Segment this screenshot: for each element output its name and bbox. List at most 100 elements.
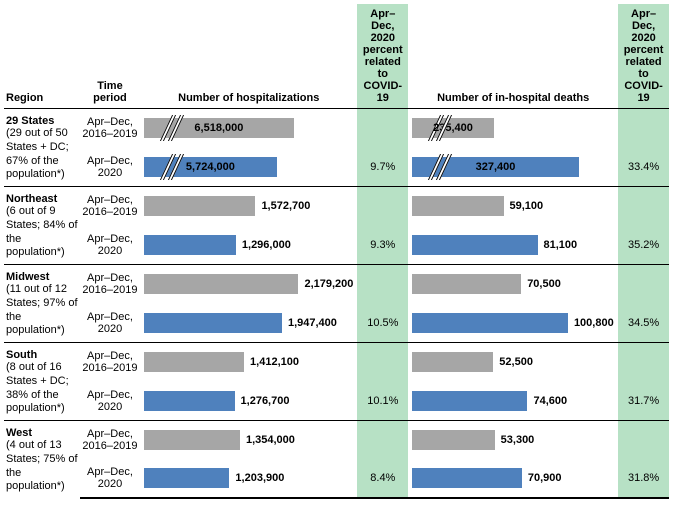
hosp-pct <box>357 187 408 226</box>
hosp-bar: 5,724,000 <box>144 157 277 177</box>
time-period: Apr–Dec,2020 <box>80 226 140 265</box>
death-pct <box>618 187 669 226</box>
hosp-label: 5,724,000 <box>186 161 235 173</box>
hosp-pct <box>357 109 408 148</box>
death-pct: 35.2% <box>618 226 669 265</box>
death-label: 74,600 <box>533 395 567 407</box>
time-period: Apr–Dec,2020 <box>80 304 140 343</box>
region-cell: 29 States(29 out of 50 States + DC; 67% … <box>4 109 80 187</box>
death-cell: 235,400 <box>408 109 618 148</box>
hosp-pct <box>357 343 408 382</box>
hosp-label: 1,572,700 <box>261 200 310 212</box>
hosp-label: 1,412,100 <box>250 356 299 368</box>
death-pct <box>618 343 669 382</box>
region-name: West <box>6 427 78 439</box>
hosp-cell: 1,203,900 <box>140 459 357 498</box>
col-deaths: Number of in-hospital deaths <box>408 4 618 109</box>
hosp-label: 1,947,400 <box>288 317 337 329</box>
death-cell: 59,100 <box>408 187 618 226</box>
col-hosp: Number of hospitalizations <box>140 4 357 109</box>
death-pct: 31.7% <box>618 382 669 421</box>
hosp-pct <box>357 265 408 304</box>
time-period: Apr–Dec,2016–2019 <box>80 421 140 459</box>
hosp-pct: 9.7% <box>357 148 408 187</box>
death-label: 327,400 <box>476 161 516 173</box>
region-cell: South(8 out of 16 States + DC; 38% of th… <box>4 343 80 421</box>
hosp-label: 1,354,000 <box>246 434 295 446</box>
hosp-bar <box>144 430 240 450</box>
region-cell: West(4 out of 13 States; 75% of the popu… <box>4 421 80 499</box>
death-pct <box>618 265 669 304</box>
death-label: 100,800 <box>574 317 614 329</box>
death-cell: 327,400 <box>408 148 618 187</box>
death-pct: 31.8% <box>618 459 669 498</box>
region-name: Midwest <box>6 271 78 283</box>
region-note: (4 out of 13 States; 75% of the populati… <box>6 439 78 494</box>
death-cell: 52,500 <box>408 343 618 382</box>
hosp-pct: 8.4% <box>357 459 408 498</box>
time-period: Apr–Dec,2016–2019 <box>80 187 140 226</box>
death-cell: 70,900 <box>408 459 618 498</box>
death-bar <box>412 352 493 372</box>
time-period: Apr–Dec,2016–2019 <box>80 109 140 148</box>
region-name: 29 States <box>6 115 78 127</box>
death-bar <box>412 430 494 450</box>
death-label: 53,300 <box>501 434 535 446</box>
region-note: (8 out of 16 States + DC; 38% of the pop… <box>6 361 78 416</box>
col-region: Region <box>4 4 80 109</box>
death-cell: 70,500 <box>408 265 618 304</box>
hosp-pct: 9.3% <box>357 226 408 265</box>
hosp-cell: 1,354,000 <box>140 421 357 459</box>
hosp-cell: 1,296,000 <box>140 226 357 265</box>
data-table: Region Time period Number of hospitaliza… <box>4 4 669 499</box>
region-note: (11 out of 12 States; 97% of the populat… <box>6 283 78 338</box>
hosp-cell: 1,276,700 <box>140 382 357 421</box>
death-cell: 74,600 <box>408 382 618 421</box>
col-time: Time period <box>80 4 140 109</box>
hosp-cell: 6,518,000 <box>140 109 357 148</box>
region-note: (6 out of 9 States; 84% of the populatio… <box>6 205 78 260</box>
hosp-bar <box>144 468 229 488</box>
hosp-cell: 2,179,200 <box>140 265 357 304</box>
hosp-pct: 10.1% <box>357 382 408 421</box>
hosp-bar: 6,518,000 <box>144 118 294 138</box>
death-pct: 33.4% <box>618 148 669 187</box>
hosp-bar <box>144 235 236 255</box>
death-label: 235,400 <box>433 122 473 134</box>
death-cell: 53,300 <box>408 421 618 459</box>
col-pct-hosp: Apr–Dec, 2020 percent related to COVID-1… <box>357 4 408 109</box>
region-cell: Midwest(11 out of 12 States; 97% of the … <box>4 265 80 343</box>
hosp-label: 1,296,000 <box>242 239 291 251</box>
header-row: Region Time period Number of hospitaliza… <box>4 4 669 109</box>
death-bar <box>412 196 503 216</box>
time-period: Apr–Dec,2020 <box>80 459 140 498</box>
death-label: 59,100 <box>510 200 544 212</box>
time-period: Apr–Dec,2016–2019 <box>80 343 140 382</box>
region-name: South <box>6 349 78 361</box>
hosp-pct <box>357 421 408 459</box>
death-bar <box>412 235 537 255</box>
death-bar: 327,400 <box>412 157 579 177</box>
col-pct-deaths: Apr–Dec, 2020 percent related to COVID-1… <box>618 4 669 109</box>
hosp-label: 1,276,700 <box>241 395 290 407</box>
hosp-cell: 1,412,100 <box>140 343 357 382</box>
death-pct <box>618 109 669 148</box>
death-pct: 34.5% <box>618 304 669 343</box>
hosp-cell: 1,572,700 <box>140 187 357 226</box>
region-cell: Northeast(6 out of 9 States; 84% of the … <box>4 187 80 265</box>
death-bar: 235,400 <box>412 118 494 138</box>
region-name: Northeast <box>6 193 78 205</box>
death-pct <box>618 421 669 459</box>
death-label: 52,500 <box>499 356 533 368</box>
hosp-bar <box>144 274 298 294</box>
death-label: 81,100 <box>544 239 578 251</box>
hosp-bar <box>144 196 255 216</box>
region-note: (29 out of 50 States + DC; 67% of the po… <box>6 127 78 182</box>
hosp-bar <box>144 313 282 333</box>
death-label: 70,900 <box>528 472 562 484</box>
death-bar <box>412 313 568 333</box>
hosp-cell: 1,947,400 <box>140 304 357 343</box>
hosp-cell: 5,724,000 <box>140 148 357 187</box>
hosp-label: 1,203,900 <box>235 472 284 484</box>
hosp-bar <box>144 352 244 372</box>
